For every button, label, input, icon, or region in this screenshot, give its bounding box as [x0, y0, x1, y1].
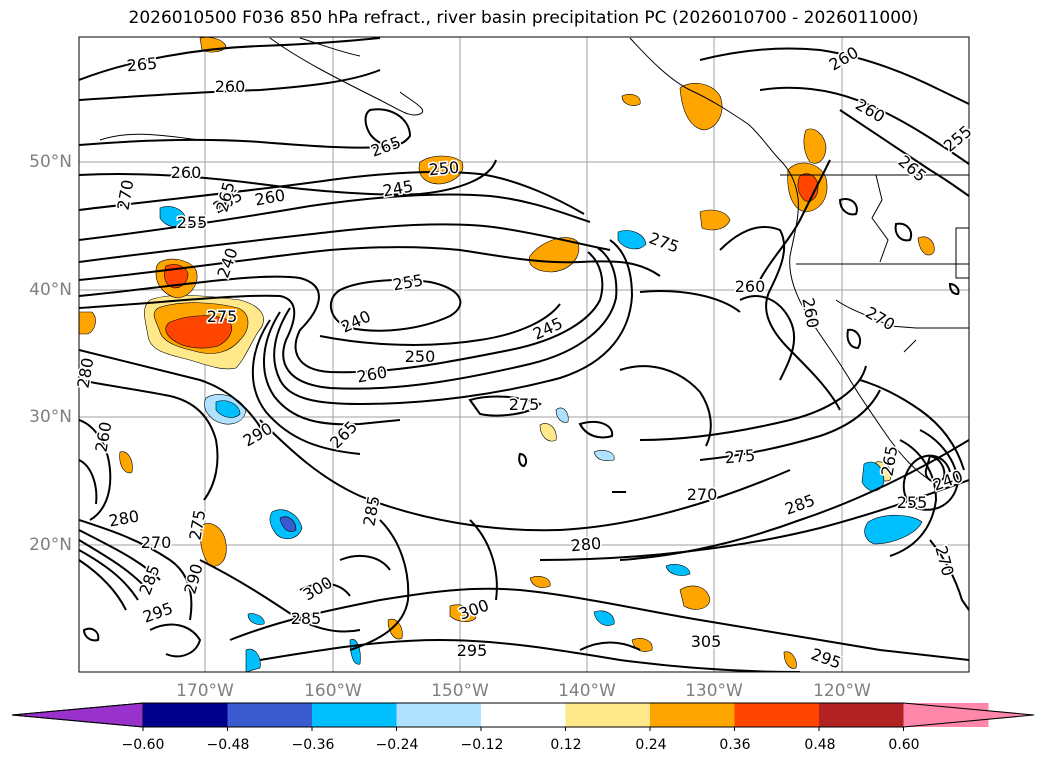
colorbar-segment	[396, 703, 482, 727]
colorbar-extend-high	[903, 703, 1034, 727]
contour-label: 250	[428, 158, 460, 180]
precip-positive-region	[621, 94, 641, 106]
precip-positive-region	[79, 311, 96, 335]
precip-positive-region	[783, 651, 797, 669]
contour-label: 295	[457, 641, 488, 660]
precip-positive-region	[449, 604, 477, 622]
refractivity-contours	[79, 37, 969, 672]
lat-label: 30°N	[29, 407, 72, 427]
contour-label: 255	[177, 213, 208, 232]
contour-label: 260	[215, 77, 246, 96]
precip-negative-region	[593, 610, 615, 626]
precip-positive-region	[679, 585, 711, 610]
map-title: 2026010500 F036 850 hPa refract., river …	[128, 8, 919, 28]
contour-label: 285	[291, 609, 322, 628]
lat-label: 50°N	[29, 152, 72, 172]
colorbar-segment	[481, 703, 566, 727]
precip-positive-region	[418, 155, 464, 185]
precip-positive-region	[917, 236, 935, 256]
precip-positive-region	[539, 423, 557, 442]
contour-label: 275	[724, 446, 756, 468]
precip-positive-region	[679, 83, 723, 131]
contour-label: 250	[405, 347, 436, 366]
lon-label: 170°W	[176, 681, 234, 701]
precip-negative-region	[247, 613, 265, 625]
colorbar-tick-label: −0.12	[460, 737, 504, 753]
precip-negative-region	[593, 450, 615, 462]
contour-label: 270	[141, 533, 172, 552]
lon-label: 140°W	[558, 681, 616, 701]
contour-label: 275	[509, 395, 540, 414]
lon-label: 150°W	[431, 681, 489, 701]
contour-label: 260	[735, 277, 766, 296]
precip-negative-region	[159, 206, 187, 227]
precip-positive-region	[529, 576, 551, 588]
precip-negative-region	[617, 230, 647, 250]
colorbar-segment	[819, 703, 904, 727]
lon-label: 130°W	[685, 681, 743, 701]
precip-positive-region	[165, 315, 232, 349]
contour-label: 270	[687, 485, 718, 504]
precip-positive-region	[803, 128, 827, 164]
precip-negative-region	[245, 648, 261, 672]
precip-negative-region	[555, 407, 569, 423]
precip-positive-region	[119, 451, 133, 474]
precip-negative-region	[665, 564, 691, 576]
precip-fills	[79, 37, 935, 672]
colorbar-tick-label: 0.36	[719, 737, 751, 753]
colorbar-tick-label: −0.48	[206, 737, 250, 753]
colorbar-segment	[734, 703, 820, 727]
lon-label: 160°W	[304, 681, 362, 701]
contour-label: 260	[171, 163, 202, 182]
lon-label: 120°W	[813, 681, 871, 701]
colorbar-tick-label: −0.60	[121, 737, 165, 753]
colorbar-segment	[565, 703, 651, 727]
colorbar-tick-label: 0.60	[888, 737, 920, 753]
precip-negative-region	[864, 514, 923, 545]
colorbar-segment	[650, 703, 735, 727]
colorbar-segment	[143, 703, 228, 727]
map-frame	[78, 36, 970, 673]
precip-negative-region	[215, 400, 241, 418]
colorbar-extend-low	[11, 702, 144, 728]
lat-label: 40°N	[29, 280, 72, 300]
contour-label: 275	[207, 307, 238, 326]
contour-label: 255	[897, 493, 928, 512]
lat-label: 20°N	[29, 535, 72, 555]
precip-positive-region	[699, 209, 731, 231]
colorbar	[11, 702, 1035, 731]
contour-label: 265	[126, 54, 158, 76]
colorbar-segment	[227, 703, 313, 727]
contour-label: 245	[381, 176, 414, 200]
contour-label: 305	[691, 632, 722, 651]
colorbar-tick-label: 0.48	[804, 737, 836, 753]
precip-positive-region	[200, 523, 227, 567]
precip-negative-region	[861, 461, 885, 492]
contour-label: 280	[570, 534, 602, 556]
precip-negative-region	[279, 516, 297, 532]
colorbar-segment	[312, 703, 397, 727]
colorbar-tick-label: 0.24	[635, 737, 667, 753]
colorbar-tick-label: −0.36	[291, 737, 335, 753]
colorbar-tick-label: 0.12	[550, 737, 582, 753]
colorbar-tick-label: −0.24	[375, 737, 419, 753]
